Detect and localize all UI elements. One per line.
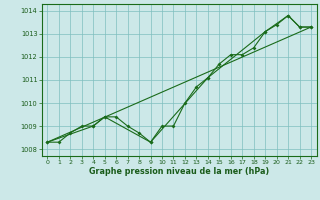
- X-axis label: Graphe pression niveau de la mer (hPa): Graphe pression niveau de la mer (hPa): [89, 167, 269, 176]
